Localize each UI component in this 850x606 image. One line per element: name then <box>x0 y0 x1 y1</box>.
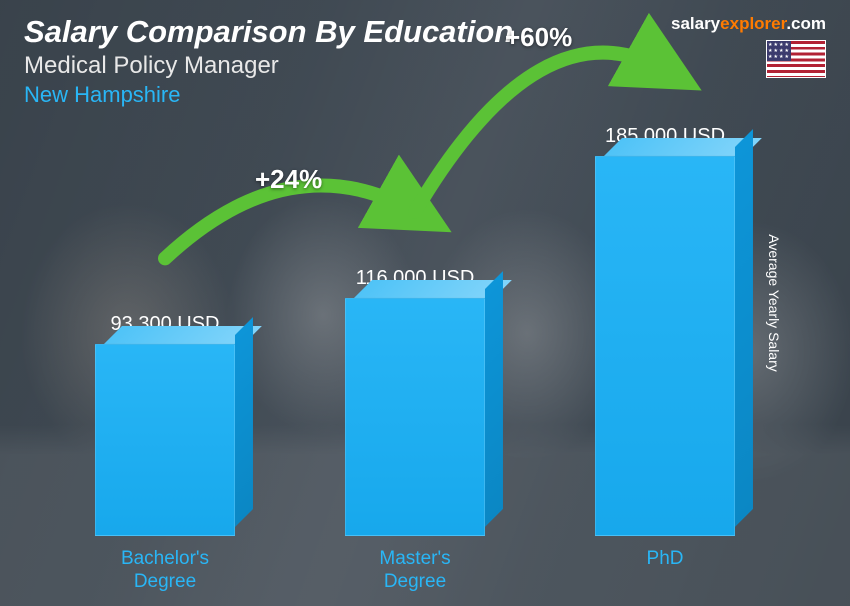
bar-3d-shape <box>345 298 485 536</box>
location-label: New Hampshire <box>24 82 513 108</box>
title-block: Salary Comparison By Education Medical P… <box>24 14 513 108</box>
brand-part1: salary <box>671 14 720 33</box>
x-label-1: Master'sDegree <box>315 548 515 594</box>
brand-logo-text: salaryexplorer.com <box>671 14 826 34</box>
bars-container: 93,300 USD116,000 USD185,000 USD <box>40 120 790 536</box>
bar-chart: 93,300 USD116,000 USD185,000 USD +24%+60… <box>40 120 790 536</box>
bar-3d-shape <box>595 156 735 536</box>
bar-0: 93,300 USD <box>65 313 265 536</box>
flag-icon <box>766 40 826 78</box>
brand-tld: .com <box>786 14 826 33</box>
bar-1: 116,000 USD <box>315 267 515 536</box>
x-axis-labels: Bachelor'sDegree Master'sDegree PhD <box>40 548 790 594</box>
job-title: Medical Policy Manager <box>24 52 513 80</box>
bar-3d-shape <box>95 344 235 536</box>
x-label-0: Bachelor'sDegree <box>65 548 265 594</box>
x-label-2: PhD <box>565 548 765 594</box>
page-title: Salary Comparison By Education <box>24 14 513 50</box>
brand-part2: explorer <box>720 14 786 33</box>
bar-2: 185,000 USD <box>565 125 765 536</box>
brand-block: salaryexplorer.com <box>671 14 826 78</box>
header: Salary Comparison By Education Medical P… <box>24 14 826 108</box>
